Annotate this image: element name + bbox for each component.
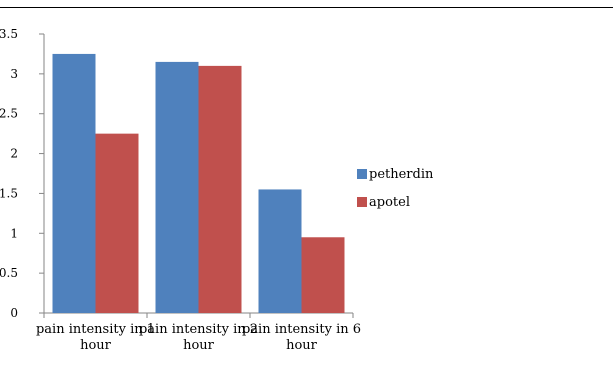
y-tick-label: 1.5 bbox=[0, 186, 18, 200]
x-category-label: pain intensity in 2 bbox=[139, 322, 258, 337]
legend-label-apotel: apotel bbox=[369, 195, 410, 210]
x-category-label: hour bbox=[183, 338, 215, 353]
bar-apotel-1 bbox=[95, 133, 139, 313]
x-category-label: hour bbox=[80, 338, 112, 353]
legend-label-petherdin: petherdin bbox=[369, 167, 434, 182]
bar-apotel-2 bbox=[198, 65, 242, 313]
legend-swatch-apotel bbox=[357, 197, 367, 207]
bar-apotel-3 bbox=[301, 237, 345, 313]
bar-petherdin-3 bbox=[258, 189, 302, 313]
x-category-label: pain intensity in 1 bbox=[36, 322, 155, 337]
x-category-label: hour bbox=[286, 338, 318, 353]
y-tick-label: 0.5 bbox=[0, 266, 18, 280]
legend-swatch-petherdin bbox=[357, 169, 367, 179]
y-tick-label: 3.5 bbox=[0, 27, 18, 41]
bar-petherdin-1 bbox=[52, 53, 96, 314]
y-tick-label: 2.5 bbox=[0, 107, 18, 121]
x-category-label: pain intensity in 6 bbox=[242, 322, 361, 337]
y-tick-label: 0 bbox=[10, 306, 18, 320]
bar-petherdin-2 bbox=[155, 61, 199, 314]
y-tick-label: 2 bbox=[10, 147, 18, 161]
y-tick-label: 1 bbox=[10, 226, 18, 240]
y-tick-label: 3 bbox=[10, 67, 18, 81]
top-rule bbox=[0, 7, 613, 8]
